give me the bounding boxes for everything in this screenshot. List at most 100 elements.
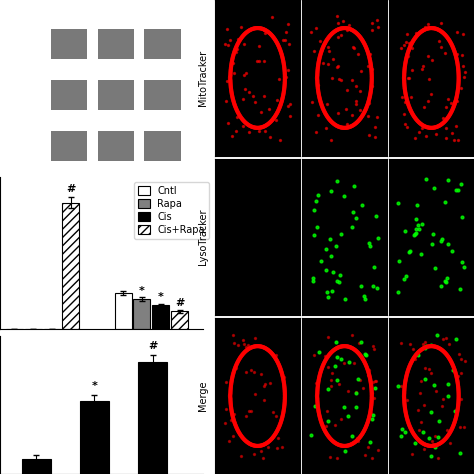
Bar — [98, 80, 134, 110]
Point — [227, 83, 234, 91]
Point — [418, 220, 426, 228]
Point — [222, 97, 230, 105]
Point — [317, 257, 324, 264]
Point — [341, 359, 348, 366]
Point — [369, 26, 376, 34]
Point — [435, 418, 443, 425]
Point — [372, 124, 379, 131]
Point — [414, 351, 421, 359]
Point — [394, 199, 402, 207]
Text: B: B — [213, 9, 226, 27]
Point — [444, 95, 452, 103]
Text: LysoTracker: LysoTracker — [198, 209, 208, 265]
Point — [247, 366, 255, 374]
Point — [341, 447, 349, 455]
Bar — [98, 29, 134, 59]
Point — [421, 375, 428, 383]
Point — [324, 334, 331, 341]
Point — [324, 43, 332, 51]
Point — [438, 19, 445, 27]
Point — [454, 186, 461, 193]
Point — [322, 423, 330, 430]
Point — [350, 44, 357, 52]
Point — [406, 340, 413, 347]
Point — [411, 230, 419, 237]
Point — [257, 108, 264, 116]
Point — [420, 446, 428, 453]
Point — [399, 93, 406, 101]
Point — [371, 346, 378, 353]
Point — [432, 443, 439, 451]
Point — [397, 382, 405, 389]
Point — [266, 133, 274, 141]
Point — [459, 63, 466, 70]
Point — [230, 101, 238, 109]
Point — [416, 389, 423, 397]
Point — [352, 100, 360, 108]
Point — [401, 98, 409, 106]
Point — [344, 86, 351, 94]
Point — [374, 24, 382, 31]
Point — [422, 342, 430, 349]
Bar — [115, 293, 132, 329]
Point — [262, 29, 269, 36]
Point — [442, 103, 449, 111]
Point — [340, 192, 348, 200]
Text: MitoTracker: MitoTracker — [198, 50, 208, 106]
Point — [224, 42, 232, 49]
Point — [362, 350, 369, 358]
Point — [403, 123, 410, 130]
Point — [324, 363, 331, 371]
Point — [456, 285, 464, 292]
Point — [413, 201, 421, 209]
Point — [333, 12, 340, 19]
Point — [242, 412, 249, 420]
Point — [352, 389, 360, 396]
Point — [445, 176, 452, 184]
Point — [273, 96, 281, 103]
Point — [452, 122, 460, 130]
Point — [458, 213, 466, 220]
Point — [368, 390, 376, 397]
Point — [428, 240, 436, 248]
Point — [259, 455, 266, 462]
Point — [359, 384, 367, 392]
Bar — [4, 26, 200, 63]
Point — [456, 449, 464, 457]
Point — [333, 376, 340, 383]
Point — [439, 335, 447, 343]
Point — [459, 30, 466, 37]
Point — [418, 66, 426, 73]
Point — [400, 276, 408, 283]
Point — [251, 335, 259, 342]
Point — [307, 28, 315, 36]
Point — [243, 369, 250, 376]
Point — [283, 28, 290, 36]
Point — [370, 411, 377, 419]
Point — [421, 345, 429, 352]
Point — [461, 68, 469, 75]
Point — [232, 127, 240, 135]
Point — [442, 334, 450, 342]
Point — [360, 292, 368, 300]
Point — [425, 434, 433, 441]
Bar — [134, 299, 150, 329]
Point — [451, 407, 458, 415]
Point — [404, 52, 411, 60]
Point — [328, 253, 335, 260]
Point — [245, 88, 253, 96]
Point — [419, 428, 427, 436]
Point — [373, 16, 381, 24]
Point — [368, 65, 375, 73]
Point — [365, 131, 373, 138]
Point — [352, 82, 360, 90]
Point — [333, 454, 341, 462]
Point — [247, 407, 255, 414]
Bar — [4, 76, 200, 114]
Point — [281, 36, 288, 43]
Point — [443, 274, 451, 282]
Point — [237, 453, 245, 460]
Bar — [51, 80, 88, 110]
Point — [333, 353, 340, 361]
Point — [260, 26, 268, 34]
